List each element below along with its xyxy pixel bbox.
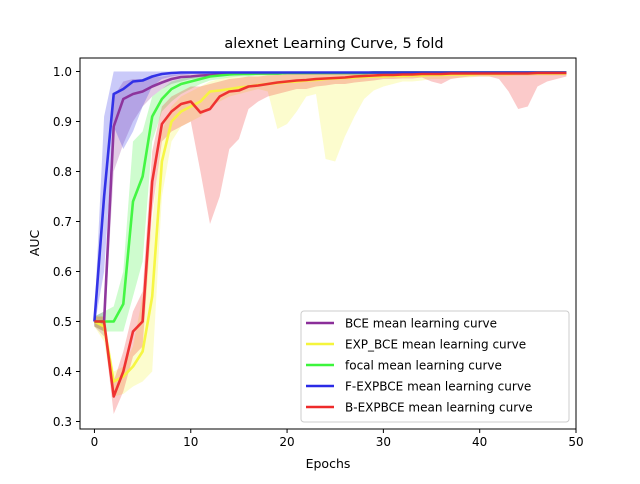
- b-expbce-legend-label: B-EXPBCE mean learning curve: [345, 401, 533, 415]
- x-tick-label: 0: [91, 435, 99, 449]
- f-expbce-band: [94, 71, 567, 327]
- y-axis-ticks: 0.3 0.4 0.5 0.6 0.7 0.8 0.9 1.0: [53, 65, 80, 429]
- bce-legend-label: BCE mean learning curve: [345, 317, 497, 331]
- series-lines: [93, 71, 567, 398]
- focal-legend-label: focal mean learning curve: [345, 359, 502, 373]
- y-tick-label: 0.3: [53, 415, 72, 429]
- plot-frame: [79, 57, 577, 430]
- exp-bce-legend-label: EXP_BCE mean learning curve: [345, 338, 526, 352]
- legend: BCE mean learning curve EXP_BCE mean lear…: [300, 310, 570, 423]
- y-tick-label: 0.4: [53, 365, 72, 379]
- b-expbce-line: [94, 71, 567, 398]
- bce-band: [94, 72, 567, 337]
- y-tick-label: 1.0: [53, 65, 72, 79]
- b-expbce-band: [94, 72, 567, 414]
- exp-bce-band: [94, 72, 567, 397]
- y-tick-label: 0.9: [53, 115, 72, 129]
- x-axis-label: Epochs: [306, 456, 351, 471]
- f-expbce-legend-label: F-EXPBCE mean learning curve: [345, 380, 531, 394]
- x-tick-label: 10: [183, 435, 198, 449]
- x-tick-label: 20: [279, 435, 294, 449]
- chart-title: alexnet Learning Curve, 5 fold: [224, 36, 443, 52]
- y-tick-label: 0.8: [53, 165, 72, 179]
- y-tick-label: 0.7: [53, 215, 72, 229]
- x-tick-label: 30: [376, 435, 391, 449]
- y-tick-label: 0.6: [53, 265, 72, 279]
- x-axis-ticks: 0 10 20 30 40 50: [91, 429, 584, 449]
- x-tick-label: 50: [568, 435, 583, 449]
- y-axis-label: AUC: [27, 230, 42, 257]
- y-tick-label: 0.5: [53, 315, 72, 329]
- x-tick-label: 40: [472, 435, 487, 449]
- legend-box: [300, 310, 570, 423]
- confidence-bands: [94, 71, 567, 414]
